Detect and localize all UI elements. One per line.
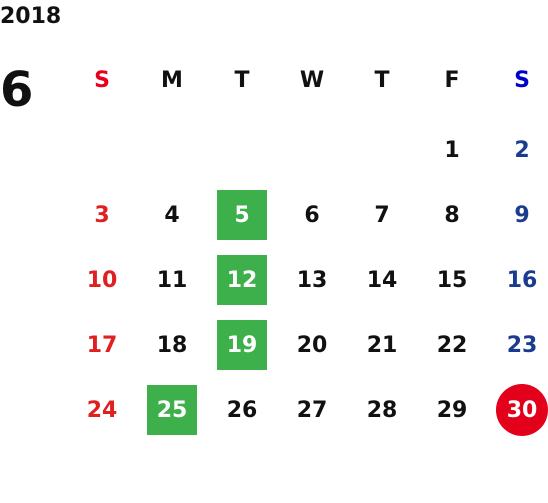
date-cell[interactable]: 15 xyxy=(436,267,468,293)
date-cell[interactable]: 26 xyxy=(226,397,258,423)
date-cell[interactable]: 11 xyxy=(156,267,188,293)
date-cell[interactable]: 21 xyxy=(366,332,398,358)
weekday-header: W xyxy=(299,67,325,93)
date-cell[interactable]: 3 xyxy=(94,202,110,228)
date-cell-highlighted[interactable]: 5 xyxy=(217,190,267,240)
date-cell[interactable]: 4 xyxy=(164,202,180,228)
date-cell[interactable]: 28 xyxy=(366,397,398,423)
date-cell[interactable]: 16 xyxy=(506,267,538,293)
date-cell[interactable]: 27 xyxy=(296,397,328,423)
calendar-month: 6 xyxy=(0,62,34,118)
date-cell[interactable]: 24 xyxy=(86,397,118,423)
weekday-header: S xyxy=(94,67,110,93)
weekday-header: T xyxy=(234,67,250,93)
date-cell[interactable]: 1 xyxy=(444,137,460,163)
date-cell[interactable]: 17 xyxy=(86,332,118,358)
date-cell[interactable]: 22 xyxy=(436,332,468,358)
date-cell[interactable]: 10 xyxy=(86,267,118,293)
date-cell[interactable]: 7 xyxy=(374,202,390,228)
date-cell-highlighted[interactable]: 12 xyxy=(217,255,267,305)
date-cell[interactable]: 8 xyxy=(444,202,460,228)
date-cell[interactable]: 6 xyxy=(304,202,320,228)
date-cell-highlighted[interactable]: 19 xyxy=(217,320,267,370)
weekday-header: S xyxy=(514,67,530,93)
date-cell[interactable]: 18 xyxy=(156,332,188,358)
weekday-header: T xyxy=(374,67,390,93)
date-cell[interactable]: 13 xyxy=(296,267,328,293)
weekday-header: F xyxy=(444,67,460,93)
date-cell[interactable]: 20 xyxy=(296,332,328,358)
date-cell[interactable]: 29 xyxy=(436,397,468,423)
date-cell[interactable]: 9 xyxy=(514,202,530,228)
date-cell-highlighted[interactable]: 25 xyxy=(147,385,197,435)
weekday-header: M xyxy=(161,67,183,93)
date-cell[interactable]: 14 xyxy=(366,267,398,293)
date-cell[interactable]: 23 xyxy=(506,332,538,358)
calendar-year: 2018 xyxy=(0,4,62,29)
date-cell[interactable]: 2 xyxy=(514,137,530,163)
date-cell-today[interactable]: 30 xyxy=(496,384,548,436)
